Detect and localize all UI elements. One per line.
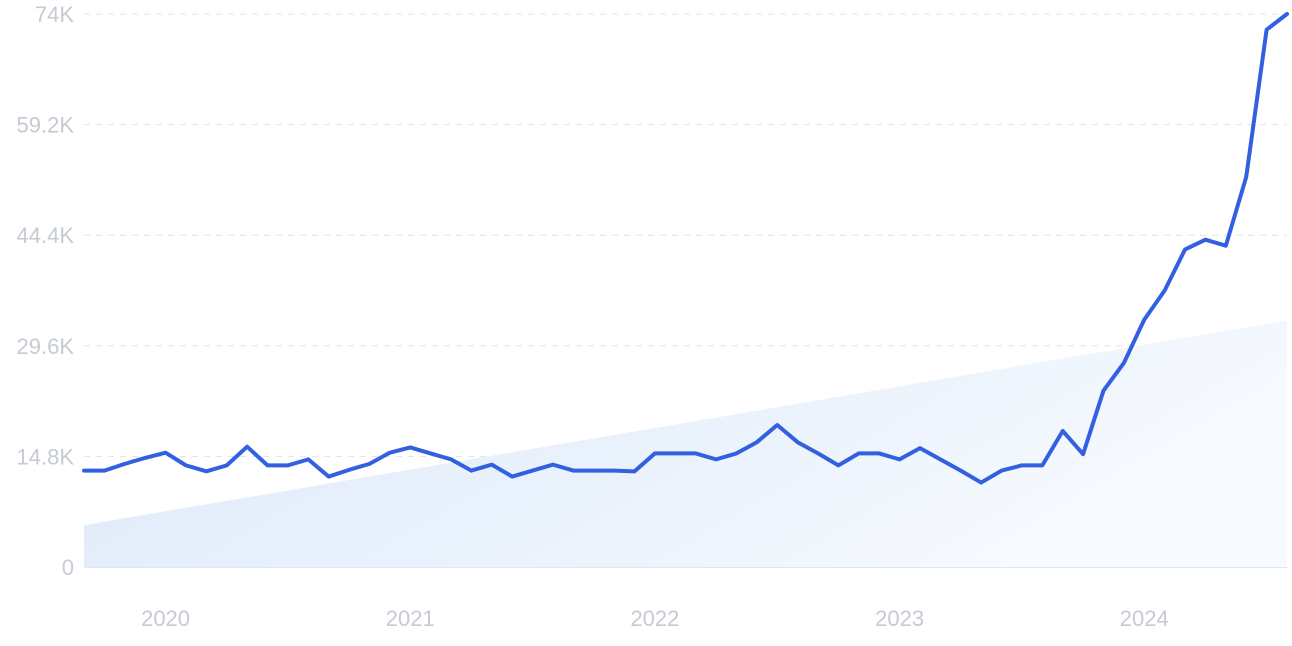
data-point <box>633 469 637 473</box>
data-point <box>449 457 453 461</box>
data-point <box>755 440 759 444</box>
x-tick-label: 2020 <box>141 606 190 631</box>
data-point <box>408 445 412 449</box>
line-layer <box>82 12 1289 485</box>
data-point <box>592 469 596 473</box>
data-point <box>531 469 535 473</box>
data-point <box>857 451 861 455</box>
y-tick-label: 14.8K <box>17 444 75 469</box>
data-point <box>204 469 208 473</box>
data-point <box>959 469 963 473</box>
data-point <box>734 451 738 455</box>
data-point <box>347 468 351 472</box>
data-point <box>1101 389 1105 393</box>
data-point <box>1203 238 1207 242</box>
data-point <box>796 440 800 444</box>
data-point <box>266 463 270 467</box>
data-point <box>571 469 575 473</box>
data-point <box>938 457 942 461</box>
x-tick-label: 2024 <box>1120 606 1169 631</box>
data-point <box>367 462 371 466</box>
data-point <box>1244 175 1248 179</box>
data-point <box>836 463 840 467</box>
data-point <box>673 451 677 455</box>
data-point <box>225 463 229 467</box>
data-point <box>102 469 106 473</box>
data-point <box>490 463 494 467</box>
data-point <box>1142 318 1146 322</box>
data-point <box>388 451 392 455</box>
y-tick-label: 74K <box>35 2 74 27</box>
x-tick-label: 2022 <box>630 606 679 631</box>
data-point <box>1163 289 1167 293</box>
data-point <box>306 457 310 461</box>
data-point <box>143 456 147 460</box>
data-point <box>429 451 433 455</box>
data-point <box>1265 28 1269 32</box>
data-point <box>1081 452 1085 456</box>
data-point <box>1040 463 1044 467</box>
data-point <box>286 463 290 467</box>
data-point <box>775 423 779 427</box>
trend-area <box>84 320 1287 567</box>
data-point <box>898 457 902 461</box>
y-tick-label: 29.6K <box>17 334 75 359</box>
data-point <box>653 451 657 455</box>
data-point <box>123 462 127 466</box>
data-point <box>1285 12 1289 16</box>
x-tick-label: 2023 <box>875 606 924 631</box>
data-point <box>184 463 188 467</box>
y-axis: 0 14.8K 29.6K 44.4K 59.2K 74K <box>17 2 75 580</box>
data-point <box>469 469 473 473</box>
data-point <box>877 451 881 455</box>
data-point <box>612 469 616 473</box>
x-axis: 2020 2021 2022 2023 2024 <box>141 606 1169 631</box>
y-tick-label: 59.2K <box>17 113 75 138</box>
y-tick-label: 44.4K <box>17 223 75 248</box>
data-point <box>510 475 514 479</box>
x-tick-label: 2021 <box>386 606 435 631</box>
y-tick-label: 0 <box>62 555 74 580</box>
data-point <box>551 463 555 467</box>
data-point <box>1183 247 1187 251</box>
data-point <box>714 457 718 461</box>
trend-layer <box>84 320 1287 567</box>
data-point <box>1224 244 1228 248</box>
data-point <box>1061 429 1065 433</box>
data-point <box>164 451 168 455</box>
data-point <box>1020 463 1024 467</box>
data-point <box>816 451 820 455</box>
data-point <box>1122 361 1126 365</box>
data-point <box>327 475 331 479</box>
data-point <box>694 451 698 455</box>
data-point <box>82 469 86 473</box>
series-line <box>82 12 1289 485</box>
data-point <box>1000 469 1004 473</box>
data-point <box>979 481 983 485</box>
data-point <box>918 446 922 450</box>
data-point <box>245 445 249 449</box>
